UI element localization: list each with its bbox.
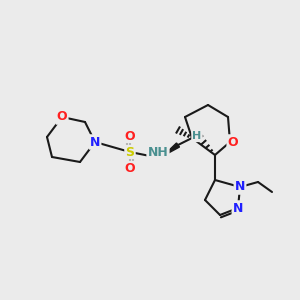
Text: O: O xyxy=(125,161,135,175)
Text: N: N xyxy=(90,136,100,148)
Text: NH: NH xyxy=(148,146,168,158)
Text: O: O xyxy=(228,136,238,148)
Text: O: O xyxy=(125,130,135,142)
Polygon shape xyxy=(163,143,179,156)
Text: O: O xyxy=(57,110,67,124)
Text: H: H xyxy=(192,131,202,141)
Text: N: N xyxy=(235,181,245,194)
Text: S: S xyxy=(125,146,134,158)
Text: N: N xyxy=(233,202,243,214)
